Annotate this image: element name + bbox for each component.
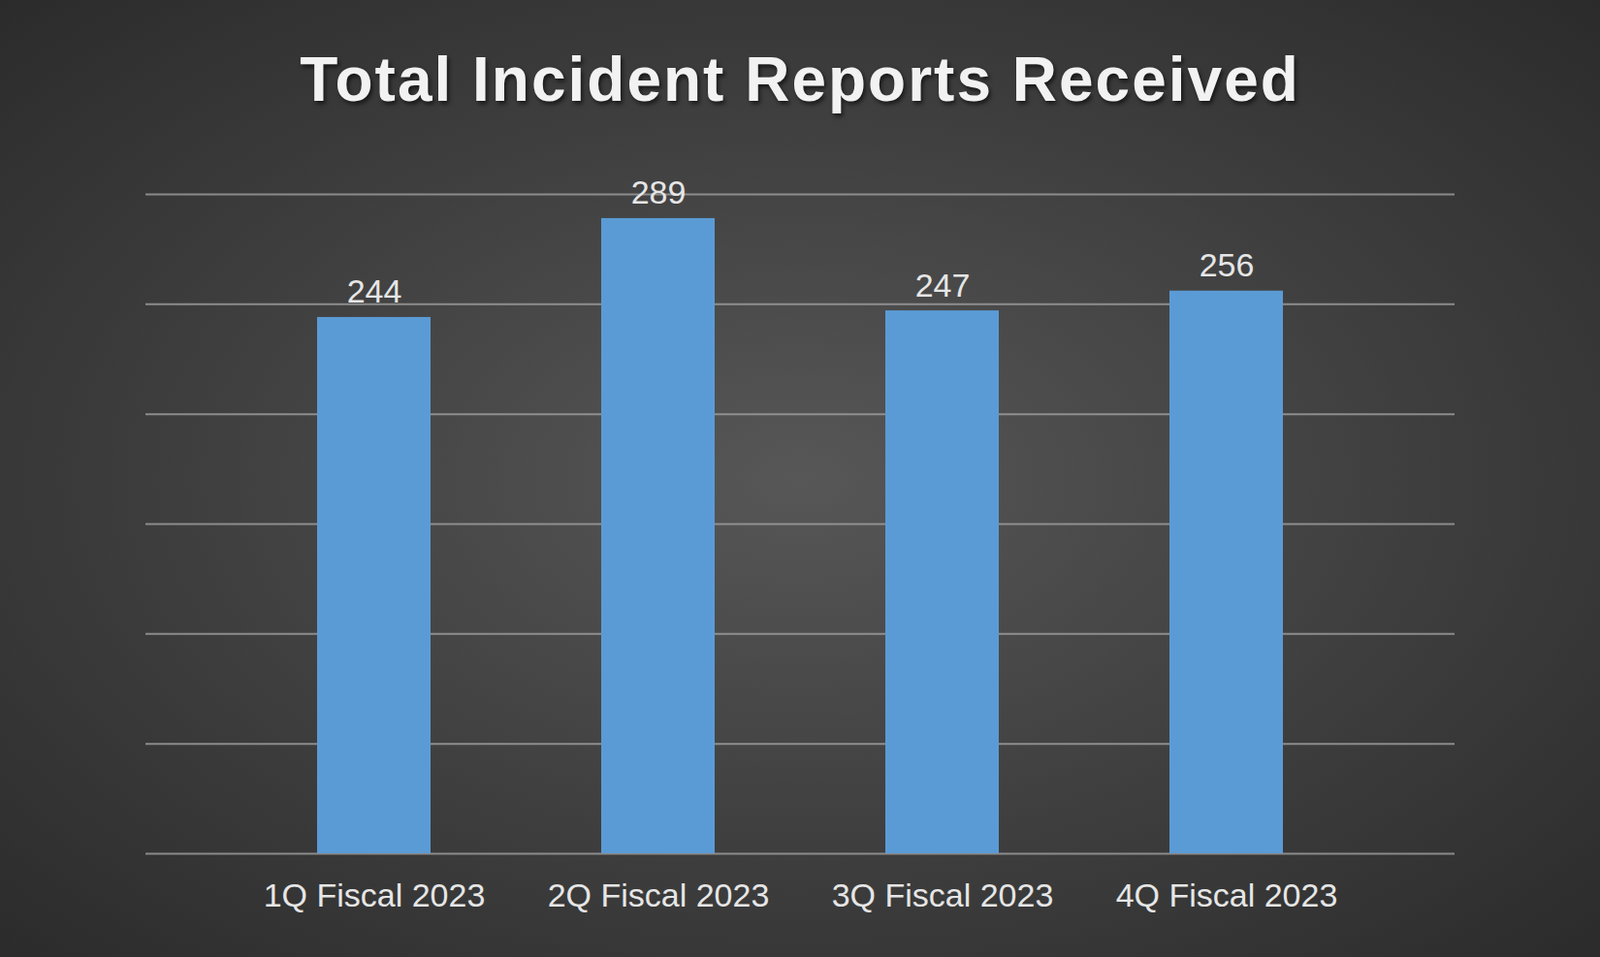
svg-text:3Q Fiscal 2023: 3Q Fiscal 2023 xyxy=(832,876,1055,914)
svg-text:247: 247 xyxy=(915,266,971,304)
svg-text:1Q Fiscal 2023: 1Q Fiscal 2023 xyxy=(263,876,486,914)
svg-text:244: 244 xyxy=(347,272,403,310)
svg-text:289: 289 xyxy=(631,173,687,211)
svg-text:4Q Fiscal 2023: 4Q Fiscal 2023 xyxy=(1116,876,1339,914)
html-text:Total Incident Reports Receive: Total Incident Reports Received xyxy=(299,44,1301,115)
svg-text:2Q Fiscal 2023: 2Q Fiscal 2023 xyxy=(547,876,770,914)
svg-text:256: 256 xyxy=(1199,246,1255,284)
